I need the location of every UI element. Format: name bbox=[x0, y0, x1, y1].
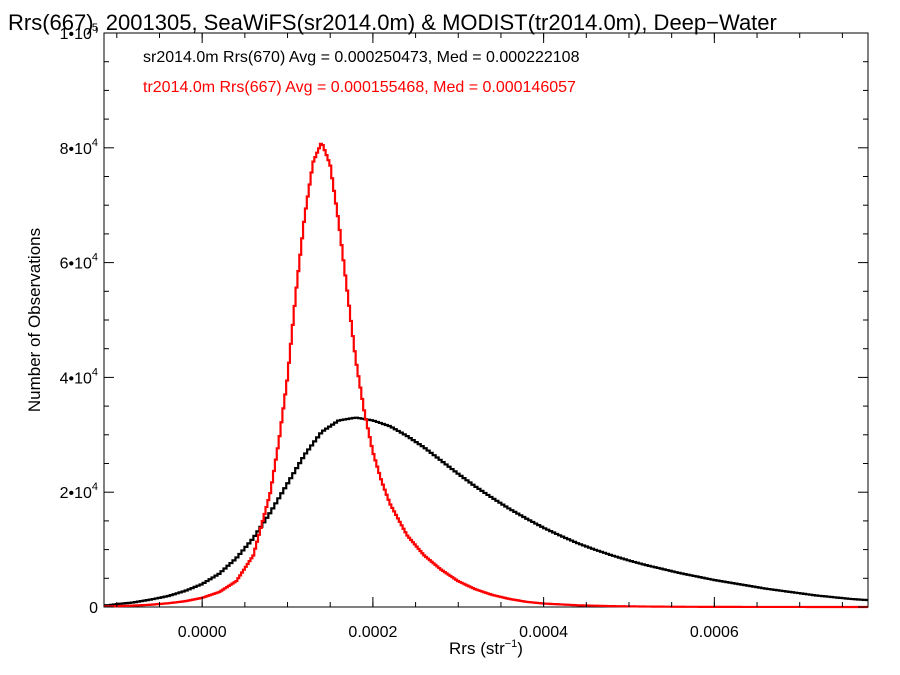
annotation-black-text: sr2014.0m Rrs(670) Avg = 0.000250473, Me… bbox=[143, 49, 580, 66]
y-axis-label: Number of Observations bbox=[25, 228, 44, 412]
annotation-sr2014: sr2014.0m Rrs(670) Avg = 0.000250473, Me… bbox=[143, 49, 580, 66]
x-tick-label: 0.0000 bbox=[178, 624, 227, 641]
x-tick-label: 0.0004 bbox=[519, 624, 568, 641]
y-tick-label: 6•104 bbox=[60, 252, 98, 273]
x-axis-label-base: Rrs (str bbox=[449, 639, 505, 658]
plot-area bbox=[103, 32, 869, 608]
series-line-1 bbox=[104, 142, 868, 609]
x-tick-label: 0.0002 bbox=[348, 624, 397, 641]
y-tick-label: 0 bbox=[89, 600, 98, 617]
plot-frame bbox=[103, 32, 869, 608]
x-axis-label-end: ) bbox=[517, 639, 523, 658]
chart-title: Rrs(667), 2001305, SeaWiFS(sr2014.0m) & … bbox=[8, 10, 777, 35]
annotation-red-text: tr2014.0m Rrs(667) Avg = 0.000155468, Me… bbox=[143, 79, 576, 96]
series-line-0 bbox=[104, 416, 868, 607]
ticks-layer: 0.0000 0.0002 0.0004 0.0006 0 2•104 4•104 6•104… bbox=[60, 22, 868, 641]
x-tick-label: 0.0006 bbox=[690, 624, 739, 641]
y-tick-label: 2•104 bbox=[60, 481, 98, 502]
x-axis-label-sup: −1 bbox=[505, 638, 518, 650]
y-tick-label: 1•105 bbox=[60, 22, 98, 43]
y-tick-label: 8•104 bbox=[60, 137, 98, 158]
annotation-tr2014: tr2014.0m Rrs(667) Avg = 0.000155468, Me… bbox=[143, 79, 576, 96]
x-axis-label: Rrs (str−1) bbox=[449, 638, 523, 658]
series-layer bbox=[104, 142, 868, 609]
y-tick-label: 4•104 bbox=[60, 366, 98, 387]
